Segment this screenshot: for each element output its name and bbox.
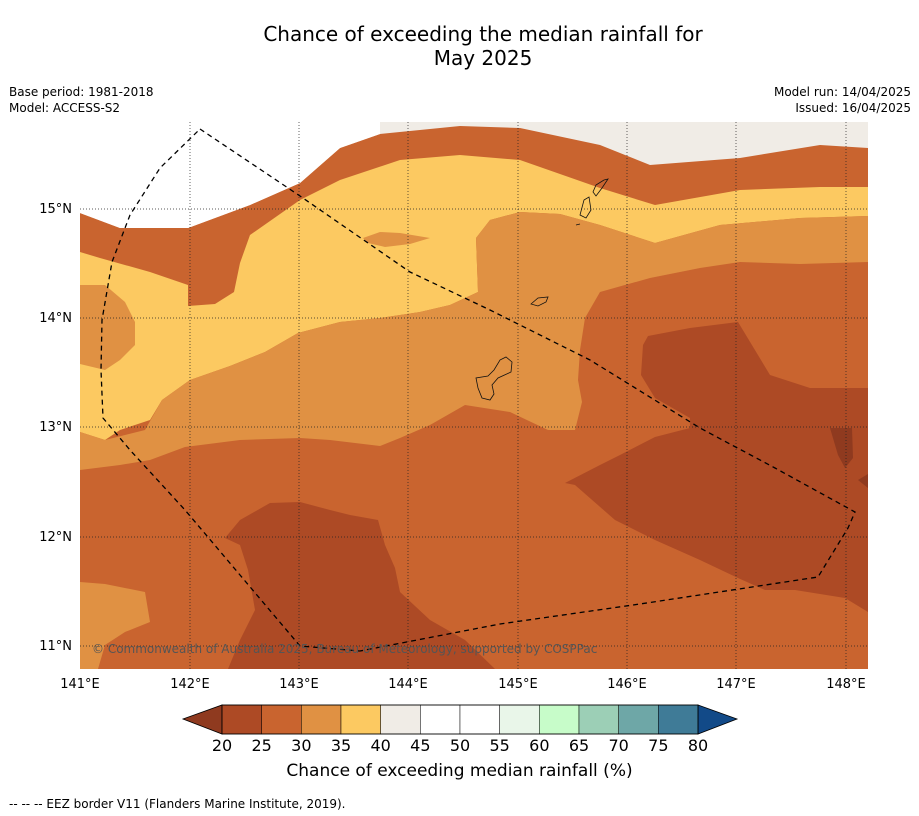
meta-left: Base period: 1981-2018 Model: ACCESS-S2 xyxy=(9,84,154,116)
lat-label: 12°N xyxy=(39,530,72,545)
colorbar-tick-label: 40 xyxy=(370,736,390,755)
grid-lines xyxy=(80,122,868,669)
model-name: Model: ACCESS-S2 xyxy=(9,101,121,115)
zone-20-25-south xyxy=(225,502,495,669)
legend-footer: -- -- -- EEZ border V11 (Flanders Marine… xyxy=(9,797,346,811)
zone-30-35-blob xyxy=(363,232,430,247)
lon-label: 145°E xyxy=(498,677,538,692)
colorbar-tick-label: 25 xyxy=(251,736,271,755)
colorbar-high-extend xyxy=(697,704,739,735)
map-title: Chance of exceeding the median rainfall … xyxy=(0,22,919,70)
colorbar-tick-label: 35 xyxy=(331,736,351,755)
lon-label: 143°E xyxy=(279,677,319,692)
lat-label: 15°N xyxy=(39,202,72,217)
lat-label: 14°N xyxy=(39,311,72,326)
lon-label: 147°E xyxy=(716,677,756,692)
colorbar-low-extend xyxy=(181,704,223,735)
issued-date: Issued: 16/04/2025 xyxy=(795,101,911,115)
colorbar-cell xyxy=(539,704,580,735)
lat-label: 11°N xyxy=(39,639,72,654)
lat-labels: 15°N 14°N 13°N 12°N 11°N xyxy=(39,202,72,654)
zone-30-35-west xyxy=(80,285,135,370)
colorbar-tick-label: 20 xyxy=(212,736,232,755)
zone-35-40 xyxy=(80,155,868,440)
colorbar-tick-label: 45 xyxy=(410,736,430,755)
model-run: Model run: 14/04/2025 xyxy=(773,85,911,99)
colorbar-cell xyxy=(658,704,699,735)
colorbar-cell xyxy=(420,704,461,735)
island-saipan xyxy=(592,178,609,197)
island-rota xyxy=(530,296,549,307)
zone-below-20 xyxy=(830,428,853,468)
colorbar-tick-label: 80 xyxy=(688,736,708,755)
colorbar-cell xyxy=(578,704,619,735)
colorbar-cell xyxy=(301,704,342,735)
lon-label: 144°E xyxy=(388,677,428,692)
colorbar-cell xyxy=(261,704,302,735)
lon-label: 141°E xyxy=(60,677,100,692)
island-outlines xyxy=(475,178,609,401)
colorbar-cell xyxy=(459,704,500,735)
title-line-2: May 2025 xyxy=(433,46,533,70)
colorbar-tick-label: 65 xyxy=(569,736,589,755)
island-tinian xyxy=(579,196,592,219)
meta-right: Model run: 14/04/2025 Issued: 16/04/2025 xyxy=(774,84,911,116)
lon-labels: 141°E 142°E 143°E 144°E 145°E 146°E 147°… xyxy=(60,677,866,692)
map-area: © Commonwealth of Australia 2025, Bureau… xyxy=(80,122,868,669)
zone-20-25-east xyxy=(565,322,868,612)
island-guam xyxy=(475,356,513,401)
lon-label: 142°E xyxy=(170,677,210,692)
colorbar-tick-label: 60 xyxy=(529,736,549,755)
title-line-1: Chance of exceeding the median rainfall … xyxy=(263,22,703,46)
colorbar-cell xyxy=(499,704,540,735)
colorbar-cell xyxy=(618,704,659,735)
base-period: Base period: 1981-2018 xyxy=(9,85,154,99)
colorbar-tick-label: 30 xyxy=(291,736,311,755)
lon-label: 148°E xyxy=(826,677,866,692)
zone-30-35-sw xyxy=(80,582,150,669)
zone-45-55 xyxy=(80,122,380,228)
zone-below-20-edge xyxy=(858,474,868,488)
colorbar-cell xyxy=(221,704,262,735)
lat-label: 13°N xyxy=(39,420,72,435)
colorbar-tick-label: 75 xyxy=(648,736,668,755)
colorbar-tick-label: 50 xyxy=(450,736,470,755)
colorbar-tick-label: 55 xyxy=(489,736,509,755)
colorbar-cell xyxy=(380,704,421,735)
island-aguijan xyxy=(575,223,581,226)
colorbar-label: Chance of exceeding median rainfall (%) xyxy=(286,761,633,781)
eez-border xyxy=(100,128,856,652)
colorbar-frame xyxy=(221,704,699,735)
lon-label: 146°E xyxy=(607,677,647,692)
colorbar: 20 25 30 35 40 45 50 55 60 65 70 75 80 xyxy=(181,704,739,755)
zone-30-35 xyxy=(80,212,868,470)
colorbar-tick-label: 70 xyxy=(608,736,628,755)
copyright-text: © Commonwealth of Australia 2025, Bureau… xyxy=(92,642,597,656)
colorbar-cell xyxy=(340,704,381,735)
